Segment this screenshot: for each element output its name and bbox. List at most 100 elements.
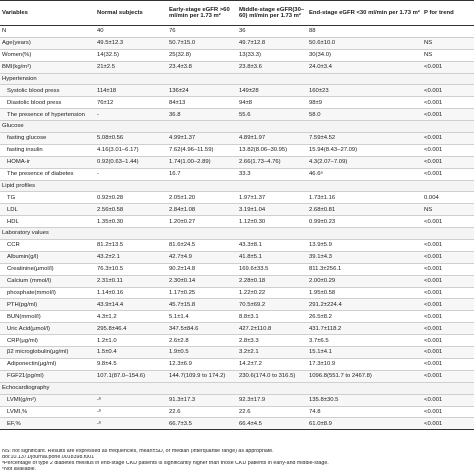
value-cell [237, 73, 307, 86]
value-cell: 17.3±10.9 [307, 358, 422, 371]
value-cell: 92.3±17.9 [237, 394, 307, 407]
p-value-cell: <0.001 [422, 251, 474, 264]
variable-label: FGF21(pg/ml) [0, 370, 95, 383]
table-footnotes: NS: not significant. Results are express… [2, 449, 472, 473]
variable-label: EF,% [0, 417, 95, 431]
value-cell: 90.2±14.8 [167, 263, 237, 276]
variable-label: CCR [0, 239, 95, 252]
header-end-stage: End-stage eGFR <30 ml/min per 1.73 m² [307, 0, 422, 26]
table-row: HOMA-ir 0.92(0.63–1.44) 1.74(1.00–2.89) 2.6… [0, 156, 474, 169]
section-row: Echocardiography [0, 382, 474, 395]
value-cell: 30(34.0) [307, 49, 422, 62]
value-cell: - [95, 108, 167, 122]
value-cell: 74.8 [307, 406, 422, 419]
value-cell: 1.20±0.27 [167, 215, 237, 229]
header-middle-stage: Middle-stage eGFR(30–60) ml/min per 1.73… [237, 0, 307, 26]
value-cell: 14(32.5) [95, 49, 167, 62]
variable-label: Laboratory values [0, 227, 95, 241]
table-row: BUN(mmol/l) 4.3±1.2 5.1±1.4 8.8±3.1 26.5±8.2… [0, 310, 474, 324]
value-cell: 9.8±4.5 [95, 358, 167, 371]
value-cell: 36.8 [167, 108, 237, 122]
value-cell: 94±8 [237, 96, 307, 110]
variable-label: Adiponectin(μg/ml) [0, 358, 95, 371]
p-value-cell: <0.001 [422, 61, 474, 74]
value-cell: 291.2±224.4 [307, 298, 422, 312]
table-row: Adiponectin(μg/ml) 9.8±4.5 12.3±6.9 14.2±7.… [0, 358, 474, 371]
value-cell: 13(33.3) [237, 49, 307, 62]
p-value-cell: <0.001 [422, 417, 474, 431]
value-cell: 4.99±1.37 [167, 132, 237, 145]
value-cell [167, 382, 237, 395]
value-cell: 55.6 [237, 108, 307, 122]
value-cell: 23.8±3.6 [237, 61, 307, 74]
value-cell: - [95, 168, 167, 181]
footnote-a: ᵃPercentage of type 2 diabetes mellitus … [2, 460, 329, 466]
value-cell: 61.0±8.9 [307, 417, 422, 431]
table-row: Age(years) 49.5±12.3 50.7±15.0 49.7±12.8 50.… [0, 37, 474, 50]
variable-label: Glucose [0, 120, 95, 134]
p-value-cell: <0.001 [422, 132, 474, 145]
table-row: Diastolic blood press 76±12 84±13 94±8 98±9 <… [0, 96, 474, 110]
variable-label: HOMA-ir [0, 156, 95, 169]
value-cell: 81.6±24.5 [167, 239, 237, 252]
value-cell: 1.2±1.0 [95, 334, 167, 348]
footnote-doi: doi:10.1371/journal.pone.0018398.t001 [2, 454, 95, 460]
p-value-cell: NS [422, 203, 474, 217]
value-cell: 22.6 [167, 406, 237, 419]
value-cell: 2.28±0.18 [237, 275, 307, 288]
table-row: CCR 81.2±13.5 81.6±24.5 43.3±8.1 13.9±5.9 <0.… [0, 239, 474, 252]
value-cell: 43.9±14.4 [95, 298, 167, 312]
value-cell: 2.66(1.73–4.76) [237, 156, 307, 169]
value-cell: 98±9 [307, 96, 422, 110]
value-cell: 76.3±10.5 [95, 263, 167, 276]
value-cell: 0.92±0.28 [95, 191, 167, 205]
p-value-cell: <0.001 [422, 358, 474, 371]
section-row: Glucose [0, 120, 474, 134]
p-value-cell: <0.001 [422, 168, 474, 181]
value-cell: 16.7 [167, 168, 237, 181]
value-cell: 25(32.8) [167, 49, 237, 62]
value-cell: 230.6(174.0 to 316.5) [237, 370, 307, 383]
value-cell: 15.1±4.1 [307, 346, 422, 359]
value-cell: 1.97±1.37 [237, 191, 307, 205]
table-row: LVMI(g/m²) -ᵇ 91.3±17.3 92.3±17.9 135.8±30.5… [0, 394, 474, 407]
value-cell: 58.0 [307, 108, 422, 122]
p-value-cell: NS [422, 49, 474, 62]
p-value-cell: NS [422, 37, 474, 50]
value-cell [167, 180, 237, 193]
table-header-row: Variables Normal subjects Early-stage eG… [0, 0, 474, 26]
value-cell [167, 73, 237, 86]
value-cell: 7.62(4.96–11.59) [167, 144, 237, 157]
value-cell [237, 382, 307, 395]
value-cell: 14.2±7.2 [237, 358, 307, 371]
value-cell: 2.05±1.20 [167, 191, 237, 205]
p-value-cell [422, 25, 474, 38]
value-cell: 26.5±8.2 [307, 310, 422, 324]
value-cell: 1.5±0.4 [95, 346, 167, 359]
value-cell: 169.6±33.5 [237, 263, 307, 276]
value-cell: 1.14±0.16 [95, 287, 167, 300]
value-cell [237, 180, 307, 193]
p-value-cell: <0.001 [422, 215, 474, 229]
p-value-cell: <0.001 [422, 84, 474, 98]
variable-label: Women(%) [0, 49, 95, 62]
value-cell: 1.17±0.25 [167, 287, 237, 300]
variable-label: Diastolic blood press [0, 96, 95, 110]
value-cell: 33.3 [237, 168, 307, 181]
value-cell: 347.5±84.6 [167, 322, 237, 336]
value-cell: 2.56±0.58 [95, 203, 167, 217]
p-value-cell: 0.004 [422, 191, 474, 205]
value-cell: 42.7±4.9 [167, 251, 237, 264]
value-cell: 144.7(109.9 to 174.2) [167, 370, 237, 383]
value-cell [95, 73, 167, 86]
p-value-cell: <0.001 [422, 263, 474, 276]
table-row: EF,% -ᵇ 66.7±3.5 66.4±4.5 61.0±8.9 <0.001 [0, 417, 474, 431]
value-cell: 1.9±0.5 [167, 346, 237, 359]
value-cell [307, 120, 422, 134]
variable-label: TG [0, 191, 95, 205]
value-cell [237, 227, 307, 241]
p-value-cell: <0.001 [422, 322, 474, 336]
value-cell [95, 180, 167, 193]
value-cell [95, 120, 167, 134]
value-cell: 23.4±3.8 [167, 61, 237, 74]
